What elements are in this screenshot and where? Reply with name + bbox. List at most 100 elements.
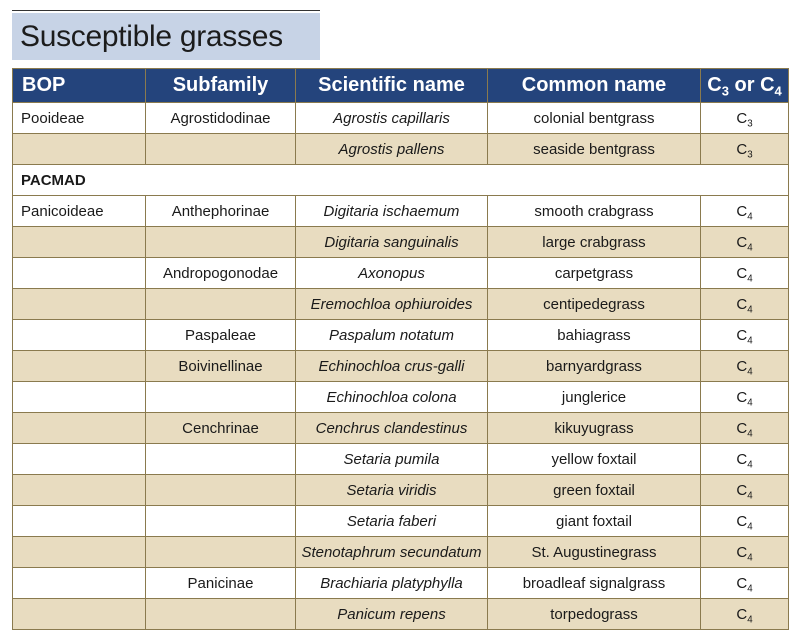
group-row: PACMAD	[12, 164, 789, 196]
pathway-sub: 4	[747, 458, 753, 470]
table-row: Setaria viridis green foxtail C4	[12, 474, 789, 506]
pathway-sub: 3	[747, 148, 753, 160]
subfamily-cell: Andropogonodae	[145, 257, 296, 289]
scientific-name-cell: Cenchrus clandestinus	[295, 412, 488, 444]
header-scientific-name: Scientific name	[295, 68, 488, 103]
subfamily-cell	[145, 474, 296, 506]
bop-cell	[12, 133, 146, 165]
subfamily-cell	[145, 381, 296, 413]
common-name-cell: green foxtail	[487, 474, 701, 506]
common-name-cell: bahiagrass	[487, 319, 701, 351]
subfamily-cell	[145, 505, 296, 537]
header-pathway-c1: C	[707, 74, 722, 96]
subfamily-cell: Paspaleae	[145, 319, 296, 351]
subfamily-cell	[145, 288, 296, 320]
scientific-name-cell: Axonopus	[295, 257, 488, 289]
bop-cell	[12, 505, 146, 537]
table-row: Andropogonodae Axonopus carpetgrass C4	[12, 257, 789, 289]
subfamily-cell	[145, 536, 296, 568]
title-rule	[12, 10, 320, 11]
pathway-base: C	[736, 450, 748, 468]
pathway-sub: 4	[747, 396, 753, 408]
table-row: Panicoideae Anthephorinae Digitaria ischae…	[12, 195, 789, 227]
pathway-sub: 4	[747, 582, 753, 594]
pathway-base: C	[736, 264, 748, 282]
pathway-base: C	[736, 481, 748, 499]
table-row: Pooideae Agrostidodinae Agrostis capillari…	[12, 102, 789, 134]
common-name-cell: barnyardgrass	[487, 350, 701, 382]
pathway-base: C	[736, 388, 748, 406]
pathway-sub: 4	[747, 334, 753, 346]
table-row: Stenotaphrum secundatum St. Augustinegras…	[12, 536, 789, 568]
subfamily-cell	[145, 598, 296, 630]
header-pathway-sub2: 4	[774, 83, 782, 99]
pathway-cell: C4	[700, 536, 789, 568]
table-row: Setaria pumila yellow foxtail C4	[12, 443, 789, 475]
pathway-cell: C4	[700, 412, 789, 444]
scientific-name-cell: Digitaria ischaemum	[295, 195, 488, 227]
bop-cell	[12, 288, 146, 320]
common-name-cell: large crabgrass	[487, 226, 701, 258]
pathway-base: C	[736, 140, 748, 158]
scientific-name-cell: Digitaria sanguinalis	[295, 226, 488, 258]
header-pathway-or: or	[728, 74, 761, 96]
pathway-cell: C4	[700, 226, 789, 258]
pathway-sub: 4	[747, 613, 753, 625]
pathway-sub: 4	[747, 489, 753, 501]
common-name-cell: carpetgrass	[487, 257, 701, 289]
pathway-sub: 4	[747, 551, 753, 563]
bop-cell	[12, 319, 146, 351]
table-row: Cenchrinae Cenchrus clandestinus kikuyugra…	[12, 412, 789, 444]
pathway-base: C	[736, 295, 748, 313]
scientific-name-cell: Setaria viridis	[295, 474, 488, 506]
scientific-name-cell: Setaria faberi	[295, 505, 488, 537]
pathway-cell: C4	[700, 474, 789, 506]
scientific-name-cell: Echinochloa crus-galli	[295, 350, 488, 382]
common-name-cell: centipedegrass	[487, 288, 701, 320]
bop-cell	[12, 443, 146, 475]
scientific-name-cell: Eremochloa ophiuroides	[295, 288, 488, 320]
pathway-cell: C3	[700, 102, 789, 134]
pathway-cell: C4	[700, 350, 789, 382]
header-subfamily: Subfamily	[145, 68, 296, 103]
header-pathway: C3 or C4	[700, 68, 789, 103]
bop-cell	[12, 412, 146, 444]
pathway-cell: C4	[700, 319, 789, 351]
subfamily-cell: Cenchrinae	[145, 412, 296, 444]
pathway-cell: C4	[700, 195, 789, 227]
title-banner: Susceptible grasses	[12, 13, 320, 60]
pathway-sub: 4	[747, 365, 753, 377]
common-name-cell: smooth crabgrass	[487, 195, 701, 227]
table-row: Digitaria sanguinalis large crabgrass C4	[12, 226, 789, 258]
common-name-cell: torpedograss	[487, 598, 701, 630]
header-common-name: Common name	[487, 68, 701, 103]
pathway-sub: 3	[747, 117, 753, 129]
bop-cell	[12, 381, 146, 413]
table-row: Boivinellinae Echinochloa crus-galli barny…	[12, 350, 789, 382]
table-row: Panicinae Brachiaria platyphylla broadleaf…	[12, 567, 789, 599]
common-name-cell: seaside bentgrass	[487, 133, 701, 165]
table-row: Setaria faberi giant foxtail C4	[12, 505, 789, 537]
bop-cell	[12, 350, 146, 382]
table-row: Panicum repens torpedograss C4	[12, 598, 789, 630]
bop-cell	[12, 598, 146, 630]
scientific-name-cell: Echinochloa colona	[295, 381, 488, 413]
pathway-base: C	[736, 419, 748, 437]
subfamily-cell	[145, 443, 296, 475]
subfamily-cell: Boivinellinae	[145, 350, 296, 382]
table-row: Echinochloa colona junglerice C4	[12, 381, 789, 413]
bop-cell	[12, 257, 146, 289]
pathway-sub: 4	[747, 272, 753, 284]
subfamily-cell: Anthephorinae	[145, 195, 296, 227]
scientific-name-cell: Paspalum notatum	[295, 319, 488, 351]
subfamily-cell: Agrostidodinae	[145, 102, 296, 134]
scientific-name-cell: Setaria pumila	[295, 443, 488, 475]
header-pathway-sub1: 3	[721, 83, 729, 99]
pathway-cell: C4	[700, 443, 789, 475]
scientific-name-cell: Agrostis pallens	[295, 133, 488, 165]
table-row: Paspaleae Paspalum notatum bahiagrass C4	[12, 319, 789, 351]
common-name-cell: broadleaf signalgrass	[487, 567, 701, 599]
common-name-cell: giant foxtail	[487, 505, 701, 537]
pathway-cell: C3	[700, 133, 789, 165]
common-name-cell: colonial bentgrass	[487, 102, 701, 134]
